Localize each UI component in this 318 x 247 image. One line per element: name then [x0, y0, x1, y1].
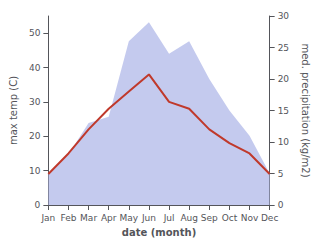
svg-text:Aug: Aug: [180, 213, 198, 223]
svg-text:date (month): date (month): [122, 227, 196, 238]
svg-text:20: 20: [278, 74, 290, 84]
svg-text:0: 0: [278, 200, 284, 210]
svg-text:Sep: Sep: [201, 213, 218, 223]
svg-text:Nov: Nov: [241, 213, 259, 223]
svg-text:30: 30: [278, 11, 290, 21]
svg-text:50: 50: [29, 28, 41, 38]
svg-text:Feb: Feb: [61, 213, 77, 223]
svg-text:Oct: Oct: [222, 213, 238, 223]
svg-text:30: 30: [29, 97, 41, 107]
svg-text:Jun: Jun: [141, 213, 156, 223]
svg-text:5: 5: [278, 169, 284, 179]
svg-text:max temp (C): max temp (C): [8, 76, 19, 145]
svg-text:med. precipitation (kg/m2): med. precipitation (kg/m2): [300, 43, 311, 177]
svg-text:Dec: Dec: [261, 213, 278, 223]
svg-text:20: 20: [29, 131, 41, 141]
svg-text:25: 25: [278, 43, 289, 53]
svg-text:40: 40: [29, 63, 41, 73]
svg-text:15: 15: [278, 106, 289, 116]
svg-text:0: 0: [35, 200, 41, 210]
svg-text:Mar: Mar: [80, 213, 97, 223]
svg-text:10: 10: [29, 166, 41, 176]
svg-text:May: May: [120, 213, 139, 223]
svg-text:Jul: Jul: [163, 213, 175, 223]
svg-text:Jan: Jan: [40, 213, 55, 223]
svg-text:10: 10: [278, 137, 290, 147]
svg-text:Apr: Apr: [101, 213, 117, 223]
